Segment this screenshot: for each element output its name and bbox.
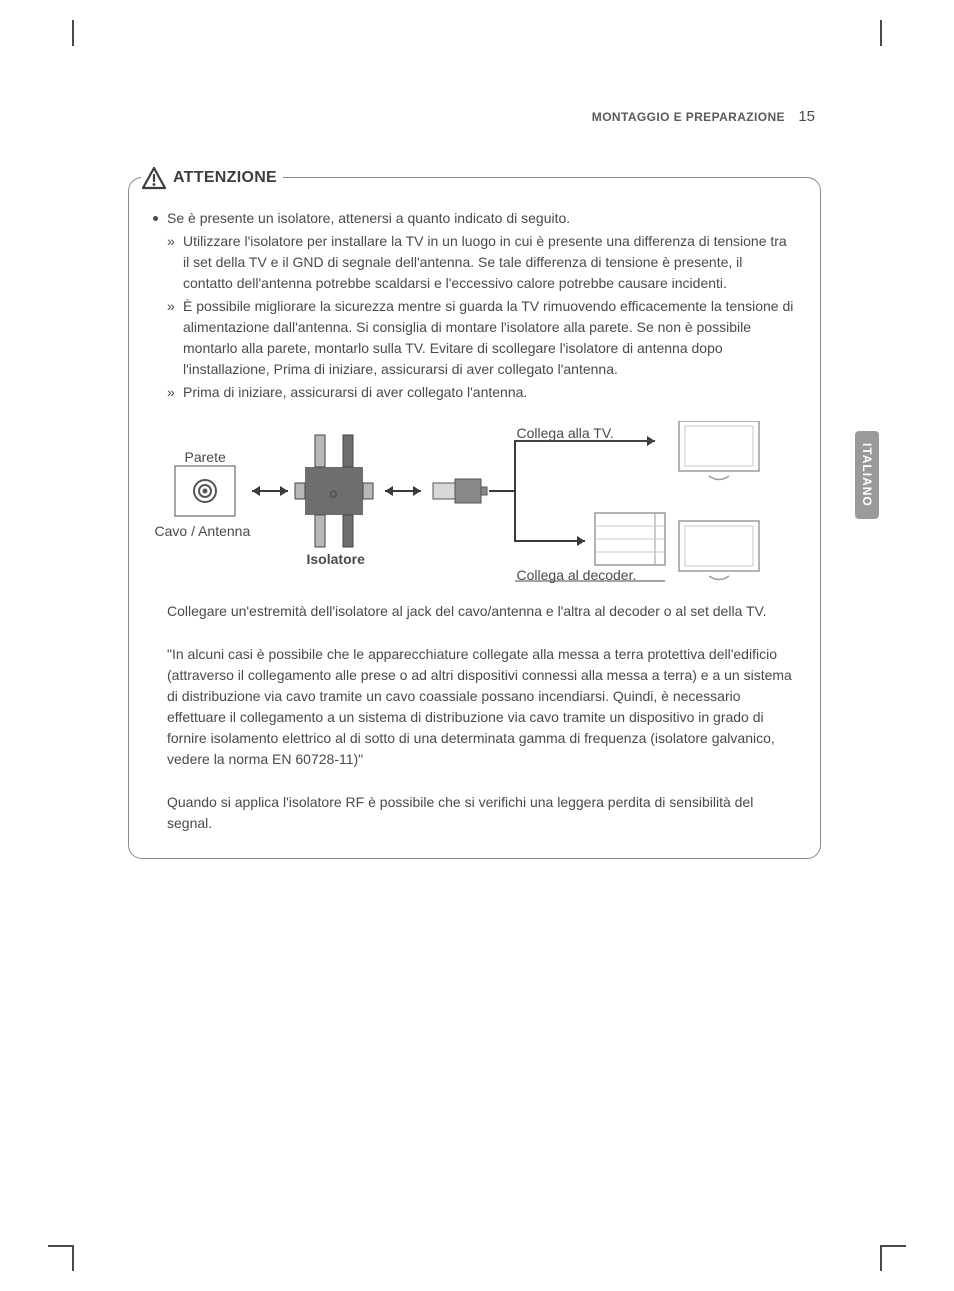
caution-paragraphs: Collegare un'estremità dell'isolatore al… (153, 601, 796, 834)
page-number: 15 (798, 108, 815, 125)
caution-sub-item: Prima di iniziare, assicurarsi di aver c… (167, 382, 796, 403)
page-header: MONTAGGIO E PREPARAZIONE 15 (592, 108, 815, 125)
crop-mark (880, 1245, 906, 1247)
caution-sub-item: Utilizzare l'isolatore per installare la… (167, 231, 796, 294)
caution-para-1: Collegare un'estremità dell'isolatore al… (167, 601, 796, 622)
diagram-label-cable: Cavo / Antenna (155, 521, 251, 542)
diagram-label-wall: Parete (185, 447, 226, 468)
caution-main-text: Se è presente un isolatore, attenersi a … (167, 210, 570, 226)
crop-mark (72, 20, 74, 46)
diagram-label-isolator: Isolatore (307, 549, 365, 570)
caution-box: ATTENZIONE Se è presente un isolatore, a… (128, 177, 821, 859)
caution-title-wrap: ATTENZIONE (141, 166, 283, 190)
section-name: MONTAGGIO E PREPARAZIONE (592, 110, 785, 124)
diagram-label-tv: Collega alla TV. (517, 423, 614, 444)
caution-para-3: Quando si applica l'isolatore RF è possi… (167, 792, 796, 834)
crop-mark (48, 1245, 74, 1247)
crop-mark (880, 20, 882, 46)
diagram-label-or: o (330, 483, 338, 504)
caution-para-2: "In alcuni casi è possibile che le appar… (167, 644, 796, 770)
crop-mark (72, 1245, 74, 1271)
connection-diagram: Parete Cavo / Antenna o Isolatore Colleg… (155, 421, 795, 591)
crop-mark (880, 1245, 882, 1271)
warning-icon (141, 166, 167, 190)
diagram-label-decoder: Collega al decoder. (517, 565, 637, 586)
caution-bullet-list: Se è presente un isolatore, attenersi a … (153, 208, 796, 403)
caution-sub-list: Utilizzare l'isolatore per installare la… (167, 231, 796, 403)
caution-bullet-item: Se è presente un isolatore, attenersi a … (153, 208, 796, 403)
caution-title: ATTENZIONE (173, 166, 277, 190)
language-tab-label: ITALIANO (860, 443, 874, 507)
language-tab: ITALIANO (855, 431, 879, 519)
caution-sub-item: È possibile migliorare la sicurezza ment… (167, 296, 796, 380)
